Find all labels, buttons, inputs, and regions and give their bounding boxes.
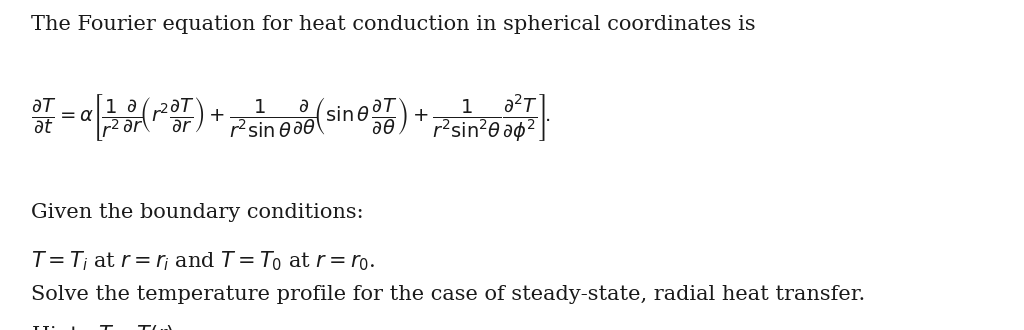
Text: $T = T_i$ at $r = r_i$ and $T = T_0$ at $r = r_0$.: $T = T_i$ at $r = r_i$ and $T = T_0$ at … bbox=[31, 249, 375, 273]
Text: Hint:  $T = T(r)$: Hint: $T = T(r)$ bbox=[31, 323, 174, 330]
Text: $\dfrac{\partial T}{\partial t} = \alpha\left[\dfrac{1}{r^2}\dfrac{\partial}{\pa: $\dfrac{\partial T}{\partial t} = \alpha… bbox=[31, 92, 551, 144]
Text: Given the boundary conditions:: Given the boundary conditions: bbox=[31, 203, 364, 222]
Text: Solve the temperature profile for the case of steady-state, radial heat transfer: Solve the temperature profile for the ca… bbox=[31, 285, 865, 305]
Text: The Fourier equation for heat conduction in spherical coordinates is: The Fourier equation for heat conduction… bbox=[31, 15, 756, 34]
